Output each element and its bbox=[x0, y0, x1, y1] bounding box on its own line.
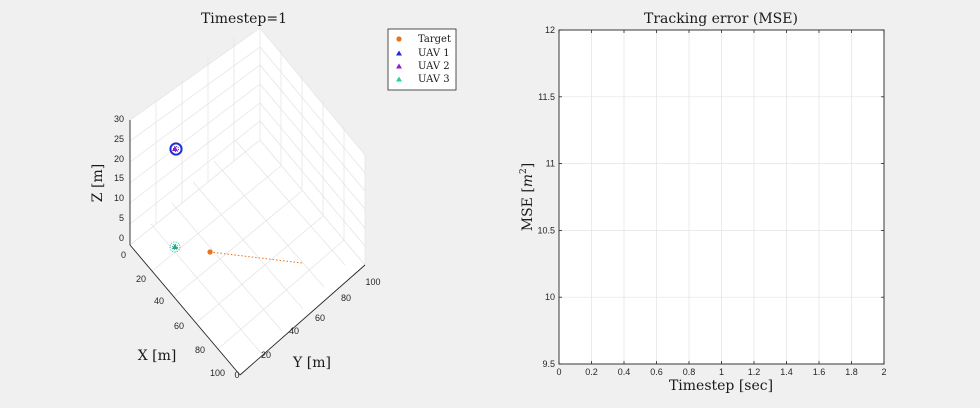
mse-x-tick-label: 1.2 bbox=[748, 367, 761, 377]
legend-uav2-marker bbox=[396, 63, 402, 69]
y-tick-label: 20 bbox=[261, 350, 271, 360]
mse-ticks bbox=[558, 29, 885, 365]
mse-y-tick-labels: 9.5 10 10.5 11 11.5 12 bbox=[537, 25, 555, 369]
grid-lines-3d bbox=[129, 37, 366, 354]
legend-uav1-marker bbox=[396, 50, 402, 56]
z-tick-label: 0 bbox=[119, 233, 124, 243]
x-tick-labels: 0 20 40 60 80 100 bbox=[121, 250, 225, 378]
z-tick-label: 15 bbox=[114, 173, 124, 183]
z-tick-label: 5 bbox=[119, 213, 124, 223]
y-tick-label: 100 bbox=[365, 277, 380, 287]
legend-uav3-marker bbox=[396, 76, 402, 82]
y-tick-label: 40 bbox=[289, 326, 299, 336]
right-chart-title: Tracking error (MSE) bbox=[644, 11, 798, 27]
left-3d-chart: Timestep=1 bbox=[90, 11, 457, 380]
x-tick-label: 100 bbox=[210, 368, 225, 378]
z-tick-label: 10 bbox=[114, 193, 124, 203]
uav3-marker bbox=[169, 241, 181, 253]
mse-x-axis-label: Timestep [sec] bbox=[669, 378, 773, 394]
legend-entry-target: Target bbox=[418, 34, 451, 45]
right-mse-chart: Tracking error (MSE) 0 0.2 0.4 0.6 0.8 1 1.2 1.… bbox=[519, 11, 887, 394]
legend: Target UAV 1 UAV 2 UAV 3 bbox=[387, 28, 457, 91]
mse-y-tick-label: 10.5 bbox=[537, 225, 555, 235]
x-tick-label: 20 bbox=[136, 274, 146, 284]
mse-x-tick-label: 0.4 bbox=[618, 367, 631, 377]
mse-x-tick-label: 1.6 bbox=[813, 367, 826, 377]
mse-x-tick-label: 0.2 bbox=[585, 367, 598, 377]
y-tick-labels: 0 20 40 60 80 100 bbox=[234, 277, 380, 380]
mse-y-label-suffix: ] bbox=[520, 163, 536, 168]
legend-target-marker bbox=[396, 36, 402, 42]
mse-x-tick-label: 1.4 bbox=[780, 367, 793, 377]
axis-lines-3d bbox=[129, 120, 366, 376]
mse-x-tick-label: 0.8 bbox=[683, 367, 696, 377]
z-tick-labels: 0 5 10 15 20 25 30 bbox=[114, 114, 124, 243]
y-tick-label: 0 bbox=[234, 370, 239, 380]
y-tick-label: 60 bbox=[315, 313, 325, 323]
mse-x-tick-label: 1 bbox=[719, 367, 724, 377]
mse-x-tick-label: 1.8 bbox=[845, 367, 858, 377]
left-chart-title: Timestep=1 bbox=[201, 11, 287, 27]
mse-x-tick-labels: 0 0.2 0.4 0.6 0.8 1 1.2 1.4 1.6 1.8 2 bbox=[556, 367, 886, 377]
mse-y-tick-label: 9.5 bbox=[542, 359, 555, 369]
mse-y-tick-label: 11.5 bbox=[538, 92, 555, 102]
mse-y-tick-label: 10 bbox=[545, 292, 555, 302]
y-axis-label: Y [m] bbox=[292, 355, 331, 371]
mse-x-tick-label: 0 bbox=[556, 367, 561, 377]
mse-x-tick-label: 2 bbox=[881, 367, 886, 377]
x-tick-label: 80 bbox=[195, 345, 205, 355]
uav1-marker bbox=[169, 142, 183, 156]
y-tick-label: 80 bbox=[341, 293, 351, 303]
mse-y-label-exp: 2 bbox=[519, 168, 529, 174]
x-axis-label: X [m] bbox=[138, 348, 177, 364]
uav2-marker bbox=[172, 146, 178, 151]
mse-y-axis-label: MSE [m2] bbox=[519, 163, 536, 232]
mse-y-tick-label: 11 bbox=[546, 159, 555, 169]
mse-y-label-prefix: MSE [ bbox=[520, 187, 536, 231]
x-tick-label: 40 bbox=[154, 296, 164, 306]
mse-x-tick-label: 0.6 bbox=[650, 367, 663, 377]
legend-entry-uav2: UAV 2 bbox=[418, 61, 450, 72]
target-trajectory bbox=[209, 251, 303, 264]
legend-entry-uav1: UAV 1 bbox=[418, 48, 450, 59]
z-tick-label: 20 bbox=[114, 154, 124, 164]
legend-entry-uav3: UAV 3 bbox=[418, 74, 450, 85]
z-tick-label: 25 bbox=[114, 134, 124, 144]
x-tick-label: 60 bbox=[174, 321, 184, 331]
mse-y-label-var: m bbox=[520, 174, 536, 187]
z-tick-label: 30 bbox=[114, 114, 124, 124]
z-axis-label: Z [m] bbox=[90, 164, 106, 202]
target-marker bbox=[207, 249, 213, 255]
x-tick-label: 0 bbox=[121, 250, 126, 260]
mse-y-tick-label: 12 bbox=[545, 25, 555, 35]
